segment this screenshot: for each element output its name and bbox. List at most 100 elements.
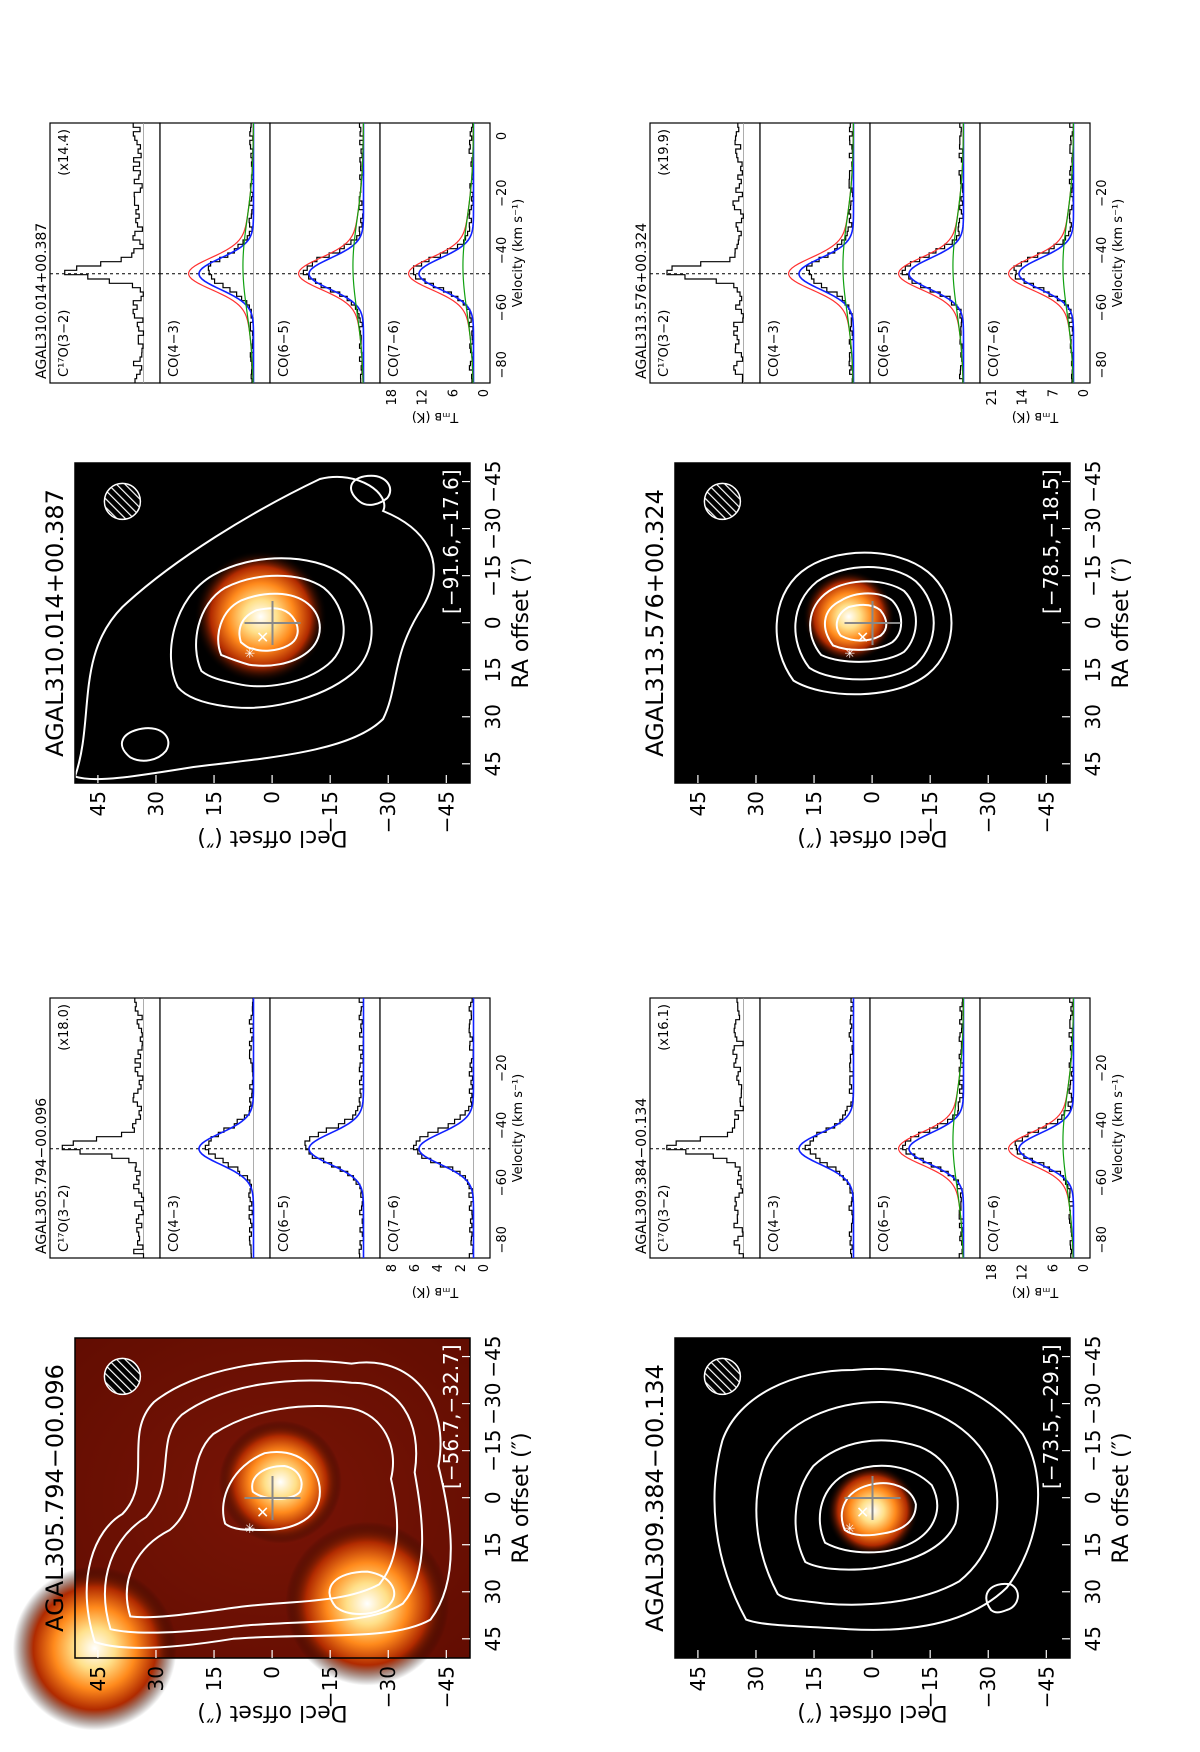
contour-line [195,574,345,688]
map-x-tick-label: −15 [481,555,505,597]
map-y-tick-label: 45 [86,791,110,816]
velocity-tick-label: −80 [1095,351,1110,378]
fit-broad-curve [462,122,475,384]
map-y-tick-label: −15 [318,1666,342,1708]
spectrum-histogram [204,998,254,1258]
spectrum-subpanel: CO(7−6) [979,997,1091,1259]
map-velocity-range: [−56.7,−32.7] [439,1344,463,1489]
spectrum-line-label: CO(4−3) [767,1195,782,1252]
spectrum-frame [979,997,1091,1259]
spectra-panel-3: C¹⁷O(3−2) (x19.9) CO(4−3) CO(6−5) CO(7−6) AGA… [634,122,1126,424]
velocity-tick-label: −60 [1095,1169,1110,1196]
temperature-axis-label: Tₘʙ (K) [412,409,459,424]
map-x-axis-label: RA offset (″) [1109,1432,1134,1563]
map-velocity-range: [−78.5,−18.5] [1039,469,1063,614]
map-x-tick-label: 0 [481,1491,505,1504]
map-y-tick-label: 15 [802,1666,826,1691]
contour-line [120,727,170,762]
map-x-tick-label: −15 [1081,1430,1105,1472]
map-x-tick-label: −30 [481,507,505,549]
x-marker: ✕ [254,630,273,643]
velocity-tick-label: −40 [495,1112,510,1139]
spectra-panel-1: C¹⁷O(3−2) (x14.4) CO(4−3) CO(6−5) CO(7−6) AGA… [34,122,526,424]
temperature-tick-label: 6 [408,1264,423,1272]
velocity-tick-label: −60 [495,294,510,321]
map-x-tick-label: −45 [1081,460,1105,502]
map-y-tick-label: −45 [434,791,458,833]
spectrum-title: AGAL309.384−00.134 [634,1098,650,1254]
x-marker: ✕ [854,1505,873,1518]
spectrum-scale-label: (x19.9) [657,129,672,176]
emission-blob [12,1566,177,1731]
map-y-tick-label: 0 [260,1666,284,1679]
beam-ellipse [703,482,742,521]
spectrum-line-label: CO(6−5) [277,1195,292,1252]
spectrum-line-label: CO(6−5) [877,320,892,377]
temperature-axis-label: Tₘʙ (K) [412,1284,459,1299]
map-y-tick-label: −30 [376,791,400,833]
spectrum-histogram [302,123,365,383]
temperature-tick-label: 0 [477,389,492,397]
map-x-tick-label: 15 [1081,657,1105,682]
fit-broad-curve [1062,122,1075,384]
spectrum-subpanel: CO(7−6) [379,997,491,1259]
spectrum-subpanel: C¹⁷O(3−2) (x16.1) [649,997,761,1259]
map-panel-3: ✕✳45−4530−3015−1500−1515−3030−4545AGAL31… [641,460,1134,850]
map-x-tick-label: 0 [481,616,505,629]
map-plot: ✕✳ [73,462,471,784]
spectrum-line-label: CO(6−5) [277,320,292,377]
beam-ellipse [103,482,142,521]
map-x-tick-label: 0 [1081,616,1105,629]
map-y-tick-label: −30 [976,1666,1000,1708]
map-plot: ✕✳ [674,462,1071,784]
map-y-tick-label: −30 [376,1666,400,1708]
temperature-tick-label: 12 [416,389,431,406]
map-y-tick-label: −45 [1034,1666,1058,1708]
map-x-tick-label: −30 [1081,507,1105,549]
velocity-tick-label: −20 [1095,179,1110,206]
map-x-tick-label: 15 [1081,1532,1105,1557]
map-y-tick-label: −15 [918,791,942,833]
map-panel-2: ✕✳45−4530−3015−1500−1515−3030−4545AGAL30… [641,1335,1134,1725]
contour-line [238,607,299,652]
velocity-axis-label: Velocity (km s⁻¹) [1111,199,1126,307]
temperature-tick-label: 0 [477,1264,492,1272]
spectrum-histogram [666,998,744,1258]
fit-broad-curve [952,997,965,1259]
map-x-tick-label: 30 [1081,704,1105,729]
map-y-axis-label: Decl offset (″) [197,1700,347,1725]
spectrum-line-label: CO(6−5) [877,1195,892,1252]
map-x-tick-label: −15 [481,1430,505,1472]
map-y-tick-label: 30 [744,791,768,816]
map-x-axis-label: RA offset (″) [1109,557,1134,688]
spectrum-scale-label: (x14.4) [57,129,72,176]
map-plot: ✕✳ [12,1337,471,1731]
fit-broad-curve [842,122,855,384]
map-x-tick-label: 45 [481,751,505,776]
contour-line [775,551,953,696]
map-title: AGAL313.576+00.324 [641,489,669,757]
contour-line [217,592,321,667]
contour-line [809,580,917,663]
x-marker: ✕ [854,630,873,643]
fit-narrow-curve [1018,123,1075,383]
map-y-tick-label: −15 [318,791,342,833]
spectrum-title: AGAL313.576+00.324 [634,223,650,379]
map-x-tick-label: 45 [1081,751,1105,776]
spectrum-subpanel: CO(6−5) [869,122,981,384]
temperature-tick-label: 14 [1016,389,1031,406]
map-x-tick-label: −15 [1081,555,1105,597]
velocity-axis-label: Velocity (km s⁻¹) [1111,1074,1126,1182]
spectrum-line-label: CO(7−6) [987,320,1002,377]
velocity-tick-label: −20 [1095,1054,1110,1081]
velocity-tick-label: −60 [1095,294,1110,321]
fit-narrow-curve [418,998,475,1258]
map-x-tick-label: 45 [1081,1626,1105,1651]
fit-narrow-curve [308,998,365,1258]
spectrum-subpanel: CO(7−6) [979,122,1091,384]
spectrum-subpanel: CO(6−5) [269,997,381,1259]
fit-narrow-curve [908,998,965,1258]
map-x-tick-label: 15 [481,657,505,682]
temperature-tick-label: 7 [1046,389,1061,397]
